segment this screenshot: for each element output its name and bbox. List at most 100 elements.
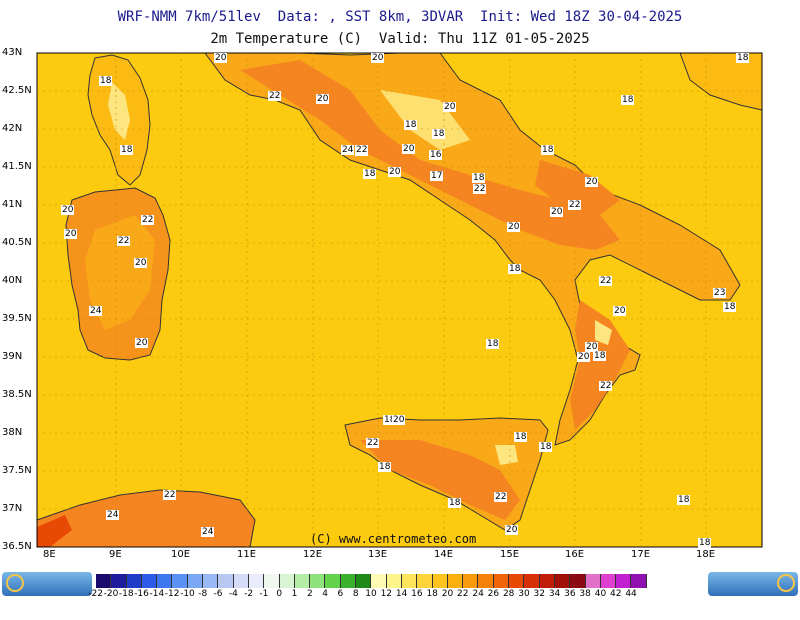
colorbar-label: 4 bbox=[322, 589, 328, 599]
temperature-map bbox=[36, 52, 763, 548]
colorbar-swatch bbox=[463, 574, 479, 588]
y-tick: 40.5N bbox=[2, 237, 32, 248]
temp-label: 18 bbox=[621, 95, 635, 105]
africa-hot bbox=[37, 515, 72, 547]
x-tick: 18E bbox=[696, 549, 716, 560]
temp-label: 18 bbox=[593, 351, 607, 361]
temp-label: 20 bbox=[585, 342, 599, 352]
colorbar-label: 16 bbox=[411, 589, 423, 599]
colorbar-swatch bbox=[279, 574, 295, 588]
colorbar-labels: -22 -20 -18 -16 -14 -12 -10 -8 -6 -4 -2 -1 0 1 2 4 6 8 10 1… bbox=[88, 589, 639, 600]
colorbar-label: 18 bbox=[426, 589, 438, 599]
temp-label: 23 bbox=[713, 288, 727, 298]
colorbar-label: -16 bbox=[134, 589, 149, 599]
temp-label: 20 bbox=[214, 53, 228, 63]
temp-label: 20 bbox=[585, 177, 599, 187]
temp-label: 20 bbox=[507, 222, 521, 232]
temp-label: 18 bbox=[541, 145, 555, 155]
apennines-cool bbox=[380, 90, 470, 150]
temp-label: 18 bbox=[539, 442, 553, 452]
colorbar-swatch bbox=[554, 574, 571, 588]
colorbar-label: -18 bbox=[118, 589, 134, 599]
colorbar-label: 20 bbox=[441, 589, 454, 599]
temp-label: 20 bbox=[402, 144, 416, 154]
colorbar-swatch bbox=[96, 574, 112, 588]
colorbar-swatch bbox=[570, 574, 586, 588]
y-tick: 43N bbox=[2, 47, 23, 58]
title-line-1: WRF-NMM 7km/51lev Data: , SST 8km, 3DVAR… bbox=[117, 9, 683, 25]
temp-label: 24 bbox=[201, 527, 215, 537]
colorbar-swatch bbox=[356, 574, 372, 588]
temp-label: 20 bbox=[64, 229, 78, 239]
temp-label: 22 bbox=[117, 236, 131, 246]
colorbar-label: 0 bbox=[276, 589, 283, 599]
colorbar-swatch bbox=[616, 574, 632, 588]
colorbar-label: 10 bbox=[365, 589, 377, 599]
temp-label: 22 bbox=[163, 490, 177, 500]
y-tick: 42.5N bbox=[2, 85, 32, 96]
temp-label: 24 bbox=[106, 510, 120, 520]
colorbar-label: 8 bbox=[352, 589, 359, 599]
centrometeo-logo-right: centrometeo bbox=[708, 572, 798, 613]
colorbar-swatch bbox=[539, 574, 555, 588]
temp-label: 18 bbox=[378, 462, 392, 472]
logo-text: centrometeo bbox=[722, 602, 795, 613]
colorbar-swatch bbox=[310, 574, 326, 588]
temp-label: 20 bbox=[613, 306, 627, 316]
temp-label: 20 bbox=[505, 525, 519, 535]
etna-cool bbox=[495, 445, 518, 465]
temp-label: 18 bbox=[120, 145, 134, 155]
temp-label: 20 bbox=[135, 338, 149, 348]
colorbar-label: -10 bbox=[180, 589, 195, 599]
colorbar-label: 2 bbox=[306, 589, 313, 599]
colorbar-swatch bbox=[447, 574, 464, 588]
sardinia-inner bbox=[85, 215, 155, 330]
logo-ring-icon bbox=[777, 574, 795, 592]
y-tick: 40N bbox=[2, 275, 23, 286]
plot-frame bbox=[36, 52, 763, 548]
temp-label: 22 bbox=[141, 215, 155, 225]
x-tick: 8E bbox=[43, 549, 56, 560]
colorbar-label: 38 bbox=[579, 589, 591, 599]
colorbar-label: -20 bbox=[103, 589, 119, 599]
temp-label: 18 bbox=[508, 264, 522, 274]
colorbar-swatch bbox=[631, 574, 647, 588]
temp-label: 22 bbox=[473, 184, 487, 194]
title-line-2: 2m Temperature (C) Valid: Thu 11Z 01-05-… bbox=[210, 31, 590, 47]
x-tick: 16E bbox=[565, 549, 585, 560]
apennines-warm bbox=[240, 60, 620, 250]
colorbar-label: -14 bbox=[149, 589, 165, 599]
y-tick: 36.5N bbox=[2, 541, 32, 552]
temp-label: 22 bbox=[355, 145, 369, 155]
puglia-warm bbox=[535, 160, 620, 215]
temp-label: 18 bbox=[404, 120, 418, 130]
x-tick: 12E bbox=[303, 549, 323, 560]
colorbar-label: 42 bbox=[610, 589, 622, 599]
temp-label: 18 bbox=[698, 538, 712, 548]
temp-label: 18 bbox=[736, 53, 750, 63]
y-tick: 39N bbox=[2, 351, 23, 362]
colorbar-swatch bbox=[401, 574, 418, 588]
colorbar-label: -22 bbox=[88, 589, 103, 599]
logo-text: centrometeo bbox=[2, 602, 75, 613]
colorbar-swatch bbox=[417, 574, 433, 588]
y-tick: 38.5N bbox=[2, 389, 32, 400]
colorbar-swatch bbox=[509, 574, 525, 588]
y-tick: 39.5N bbox=[2, 313, 32, 324]
x-tick: 9E bbox=[109, 549, 122, 560]
temp-label: 20 bbox=[577, 352, 591, 362]
temp-label: 20 bbox=[371, 53, 385, 63]
temp-label: 18 bbox=[486, 339, 500, 349]
colorbar-label: -6 bbox=[213, 589, 223, 599]
temp-label: 22 bbox=[599, 381, 613, 391]
temp-label: 18 bbox=[432, 129, 446, 139]
colorbar-label: -4 bbox=[228, 589, 238, 599]
temp-label: 20 bbox=[392, 415, 406, 425]
colorbar-label: -8 bbox=[198, 589, 208, 599]
temp-label: 22 bbox=[268, 91, 282, 101]
x-tick: 17E bbox=[631, 549, 651, 560]
temp-label: 16 bbox=[429, 150, 443, 160]
temp-label: 18 bbox=[448, 498, 462, 508]
temp-label: 20 bbox=[316, 94, 330, 104]
y-tick: 41.5N bbox=[2, 161, 32, 172]
